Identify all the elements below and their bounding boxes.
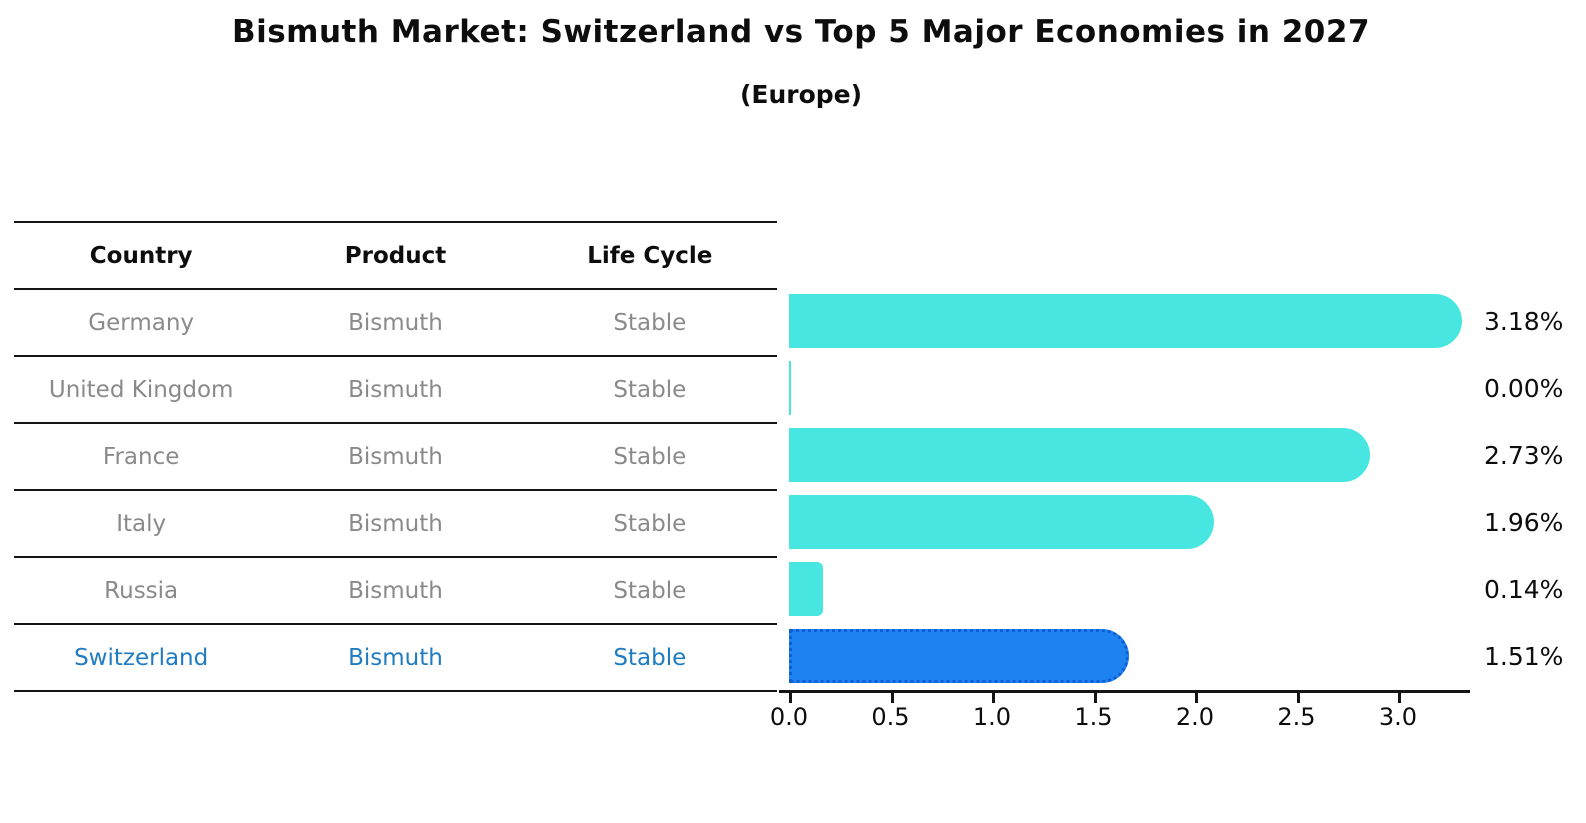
chart-bar-italy: [789, 495, 1214, 549]
table-header-row: Country Product Life Cycle: [14, 223, 777, 290]
cell-life_cycle: Stable: [613, 644, 687, 671]
table-row: Russia Bismuth Stable: [14, 558, 777, 625]
x-axis-tick: [1398, 693, 1401, 703]
chart-bar-row: 0.00%: [789, 355, 1563, 422]
bar-value-label: 2.73%: [1484, 441, 1564, 470]
cell-life_cycle: Stable: [613, 443, 687, 470]
chart-bar-russia: [789, 562, 824, 616]
cell-product: Bismuth: [348, 443, 443, 470]
chart-bar-france: [789, 428, 1371, 482]
bar-value-label: 3.18%: [1484, 307, 1564, 336]
col-header-product: Product: [344, 242, 447, 269]
x-axis-tick: [789, 693, 792, 703]
bar-value-label: 0.00%: [1484, 374, 1564, 403]
x-axis-tick-label: 1.0: [972, 703, 1012, 731]
x-axis-line: [779, 690, 1470, 693]
bar-chart: 3.18% 0.00% 2.73% 1.96% 0.14% 1.51% 0.0 0.5 1.0…: [770, 288, 1563, 731]
data-table: Country Product Life Cycle Germany Bismut…: [14, 221, 777, 692]
col-header-lifecycle: Life Cycle: [587, 242, 713, 269]
chart-bar-row: 3.18%: [789, 288, 1563, 355]
cell-country: Russia: [104, 577, 179, 604]
cell-product: Bismuth: [348, 510, 443, 537]
x-axis-tick-label: 2.0: [1175, 703, 1215, 731]
table-row: United Kingdom Bismuth Stable: [14, 357, 777, 424]
chart-bar-row: 2.73%: [789, 422, 1563, 489]
x-axis-tick-label: 1.5: [1074, 703, 1113, 731]
bar-value-label: 1.96%: [1484, 508, 1564, 537]
bar-value-label: 0.14%: [1484, 575, 1564, 604]
table-row: France Bismuth Stable: [14, 424, 777, 491]
chart-bar-row: 1.51%: [789, 623, 1563, 690]
cell-life_cycle: Stable: [613, 577, 687, 604]
x-axis-tick-label: 3.0: [1378, 703, 1418, 731]
cell-life_cycle: Stable: [613, 510, 687, 537]
page-title: Bismuth Market: Switzerland vs Top 5 Maj…: [231, 14, 1371, 50]
cell-country: United Kingdom: [48, 376, 234, 403]
bar-value-label: 1.51%: [1484, 642, 1564, 671]
x-axis-tick-label: 0.0: [769, 703, 809, 731]
x-axis-tick: [890, 693, 894, 703]
x-axis-tick: [992, 693, 995, 703]
chart-bar-row: 1.96%: [789, 489, 1563, 556]
table-row: Italy Bismuth Stable: [14, 491, 777, 558]
cell-product: Bismuth: [348, 376, 443, 403]
table-row: Switzerland Bismuth Stable: [14, 625, 777, 692]
x-axis-tick-label: 2.5: [1277, 703, 1316, 731]
x-axis-tick-label: 0.5: [871, 703, 910, 731]
cell-life_cycle: Stable: [613, 376, 687, 403]
x-axis-tick: [1093, 693, 1097, 703]
cell-country: France: [102, 443, 180, 470]
chart-bar-germany: [789, 294, 1462, 348]
cell-product: Bismuth: [348, 577, 443, 604]
table-body: Germany Bismuth Stable United Kingdom Bismut…: [14, 290, 777, 692]
x-axis-tick: [1195, 693, 1198, 703]
col-header-country: Country: [89, 242, 193, 269]
cell-country: Italy: [116, 510, 167, 537]
cell-life_cycle: Stable: [613, 309, 687, 336]
cell-product: Bismuth: [348, 309, 443, 336]
cell-country: Germany: [88, 309, 195, 336]
chart-bar-united-kingdom: [789, 361, 791, 415]
x-axis-tick: [1296, 693, 1300, 703]
page-subtitle: (Europe): [739, 80, 863, 109]
chart-bar-switzerland: [789, 629, 1129, 683]
cell-product: Bismuth: [348, 644, 443, 671]
chart-bar-row: 0.14%: [789, 556, 1563, 623]
cell-country: Switzerland: [74, 644, 209, 671]
chart-bars: 3.18% 0.00% 2.73% 1.96% 0.14% 1.51%: [789, 288, 1563, 690]
table-row: Germany Bismuth Stable: [14, 290, 777, 357]
